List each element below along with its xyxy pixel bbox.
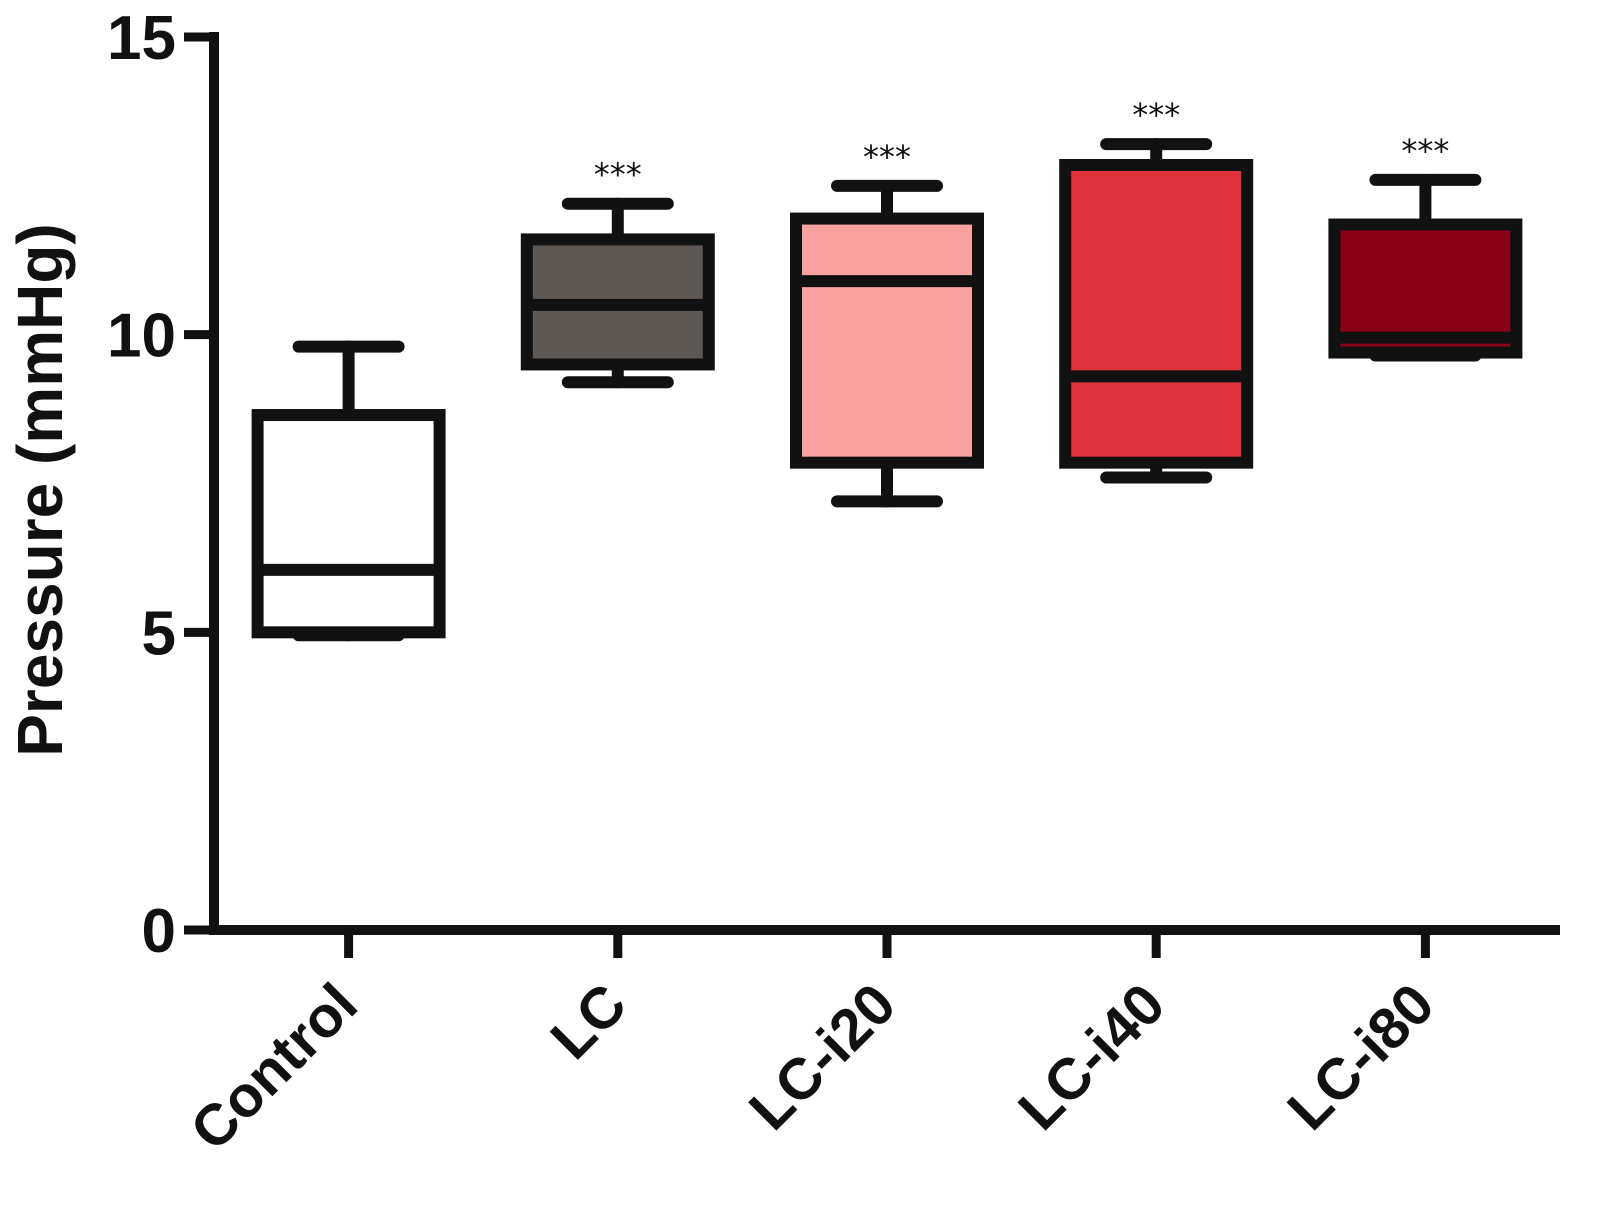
y-tick-label: 0 — [142, 897, 176, 966]
box-group: *** — [1059, 96, 1254, 484]
x-tick-label: Control — [178, 971, 370, 1163]
x-tick-label: LC — [538, 971, 639, 1072]
axes: 0 5 10 15 — [107, 4, 1560, 966]
y-tick-label: 15 — [107, 4, 176, 73]
box-group: *** — [520, 156, 715, 389]
x-tick-label: LC-i80 — [1275, 971, 1446, 1142]
box-rect — [790, 212, 984, 469]
significance-label: *** — [1401, 132, 1449, 170]
box-rect — [1059, 158, 1254, 469]
box-rect — [251, 409, 446, 639]
category-labels: Control LC LC-i20 LC-i40 LC-i80 — [178, 971, 1447, 1163]
box-group — [251, 340, 446, 642]
x-tick-label: LC-i20 — [737, 971, 908, 1142]
box-rect — [1328, 218, 1523, 359]
box-group: *** — [790, 138, 984, 508]
x-tick-label: LC-i40 — [1006, 971, 1177, 1142]
box-group: *** — [1328, 132, 1523, 362]
y-tick-label: 5 — [142, 599, 176, 668]
significance-label: *** — [1132, 96, 1180, 134]
significance-label: *** — [594, 156, 642, 194]
y-axis-label: Pressure (mmHg) — [4, 223, 76, 757]
y-tick-label: 10 — [107, 302, 176, 371]
boxes: *** *** *** *** — [251, 96, 1523, 642]
significance-label: *** — [863, 138, 911, 176]
